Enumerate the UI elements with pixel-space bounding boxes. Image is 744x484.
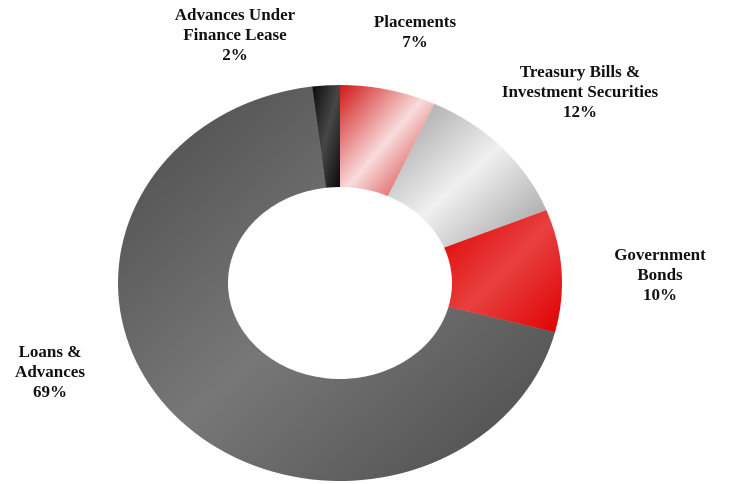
slice-label: Advances Under Finance Lease 2% <box>145 5 325 65</box>
slice-label: Placements 7% <box>345 12 485 52</box>
donut-slice <box>340 85 435 197</box>
donut-slice <box>117 86 556 482</box>
category-label: Advances Under Finance Lease <box>174 5 296 44</box>
value-label: 12% <box>563 102 597 121</box>
category-label: Placements <box>373 12 457 31</box>
category-label: Government Bonds <box>614 245 706 284</box>
value-label: 10% <box>643 285 677 304</box>
slice-label: Government Bonds 10% <box>600 245 720 305</box>
value-label: 2% <box>222 45 248 64</box>
category-label: Loans & Advances <box>15 342 85 381</box>
donut-slice <box>444 210 562 333</box>
value-label: 7% <box>402 32 428 51</box>
slice-label: Loans & Advances 69% <box>0 342 100 402</box>
donut-slice <box>312 85 340 188</box>
value-label: 69% <box>33 382 67 401</box>
donut-slice <box>387 103 547 248</box>
category-label: Treasury Bills & Investment Securities <box>501 62 659 101</box>
slice-label: Treasury Bills & Investment Securities 12… <box>495 62 665 122</box>
